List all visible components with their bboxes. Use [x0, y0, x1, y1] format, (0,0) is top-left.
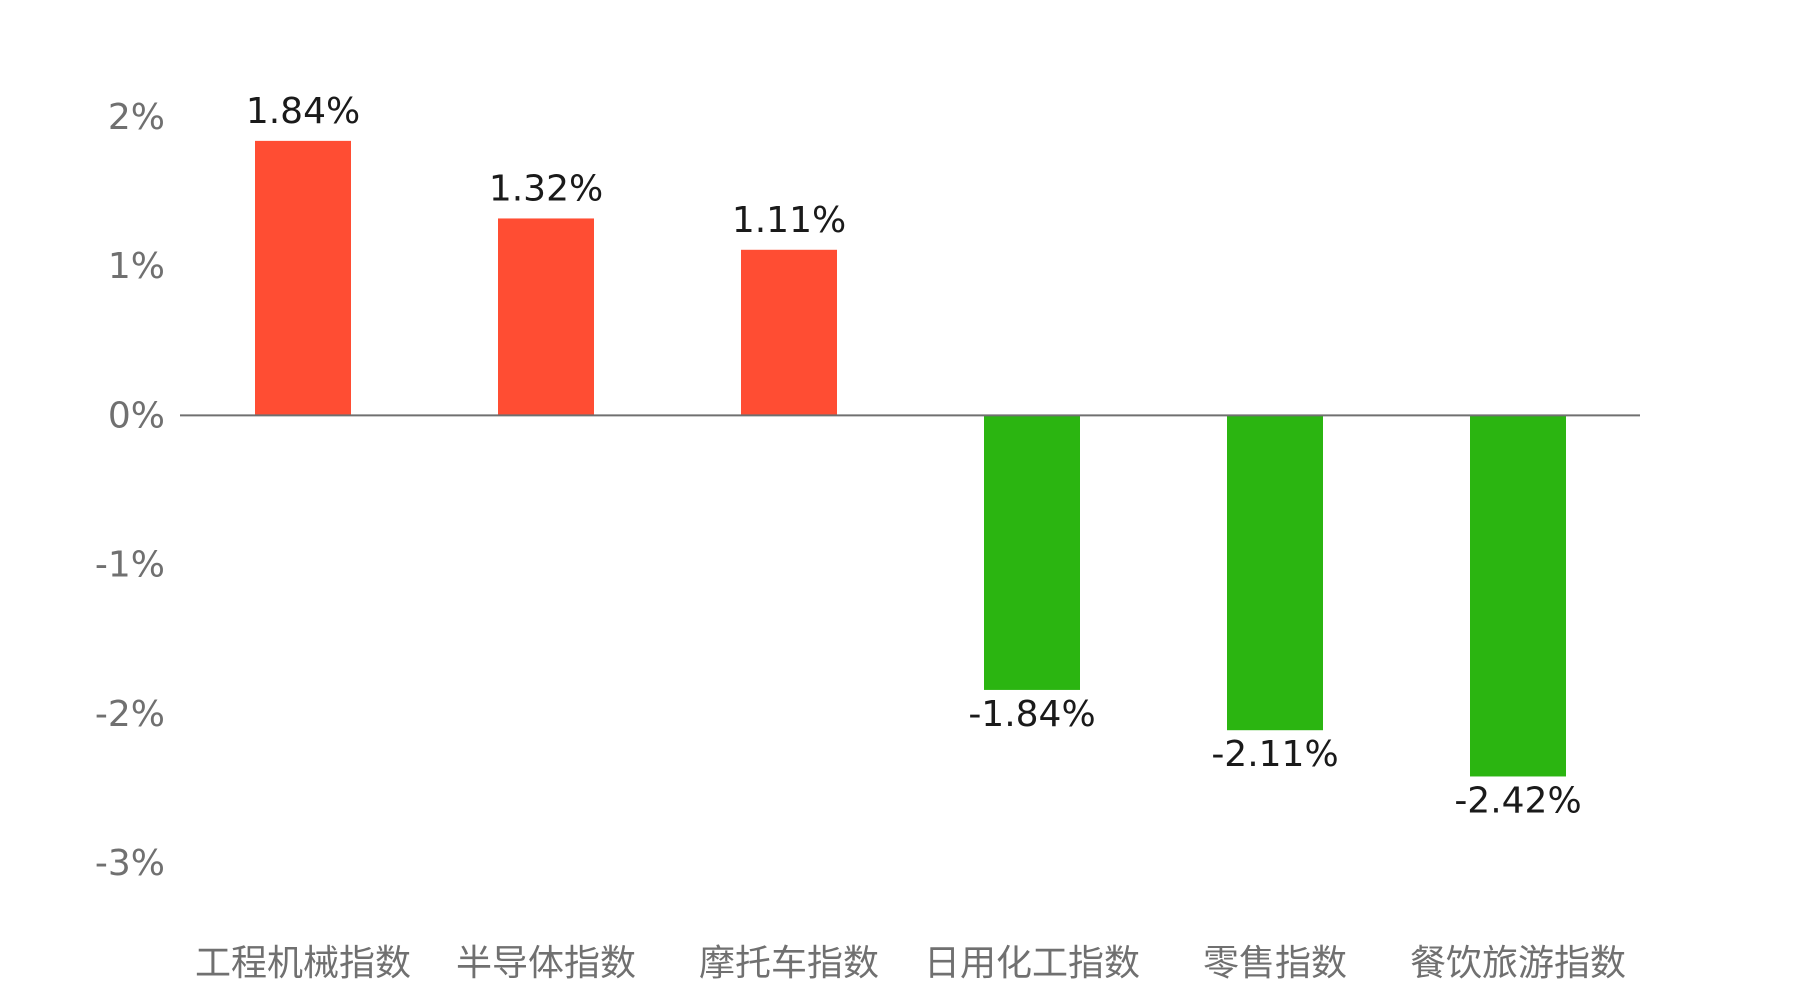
bar	[498, 218, 594, 416]
data-labels-group: 1.84% 1.32% 1.11% -1.84% -2.11% -2.42%	[246, 91, 1582, 822]
bar-value-label: -1.84%	[968, 694, 1095, 735]
y-tick-label: -2%	[95, 694, 165, 735]
bar-value-label: -2.11%	[1211, 734, 1338, 775]
bar	[1470, 415, 1566, 777]
bar-value-label: 1.84%	[246, 91, 360, 132]
x-category-label: 工程机械指数	[195, 943, 411, 984]
x-category-label: 半导体指数	[456, 943, 636, 984]
y-tick-label: 2%	[108, 97, 165, 138]
x-category-label: 零售指数	[1203, 943, 1347, 984]
y-tick-label: -1%	[95, 545, 165, 586]
x-category-label: 餐饮旅游指数	[1410, 943, 1626, 984]
bar	[984, 415, 1080, 690]
bar	[255, 140, 351, 416]
y-tick-label: 1%	[108, 246, 165, 287]
bars-group	[255, 140, 1566, 777]
bar-value-label: 1.11%	[732, 200, 846, 241]
bar	[1227, 415, 1323, 731]
bar	[741, 249, 837, 416]
x-axis-labels: 工程机械指数 半导体指数 摩托车指数 日用化工指数 零售指数 餐饮旅游指数	[195, 943, 1626, 984]
y-axis-ticks: 2% 1% 0% -1% -2% -3%	[95, 97, 165, 884]
y-tick-label: 0%	[108, 395, 165, 436]
y-tick-label: -3%	[95, 843, 165, 884]
x-category-label: 日用化工指数	[924, 943, 1140, 984]
bar-value-label: -2.42%	[1454, 780, 1581, 821]
bar-value-label: 1.32%	[489, 168, 603, 209]
x-category-label: 摩托车指数	[699, 943, 879, 984]
